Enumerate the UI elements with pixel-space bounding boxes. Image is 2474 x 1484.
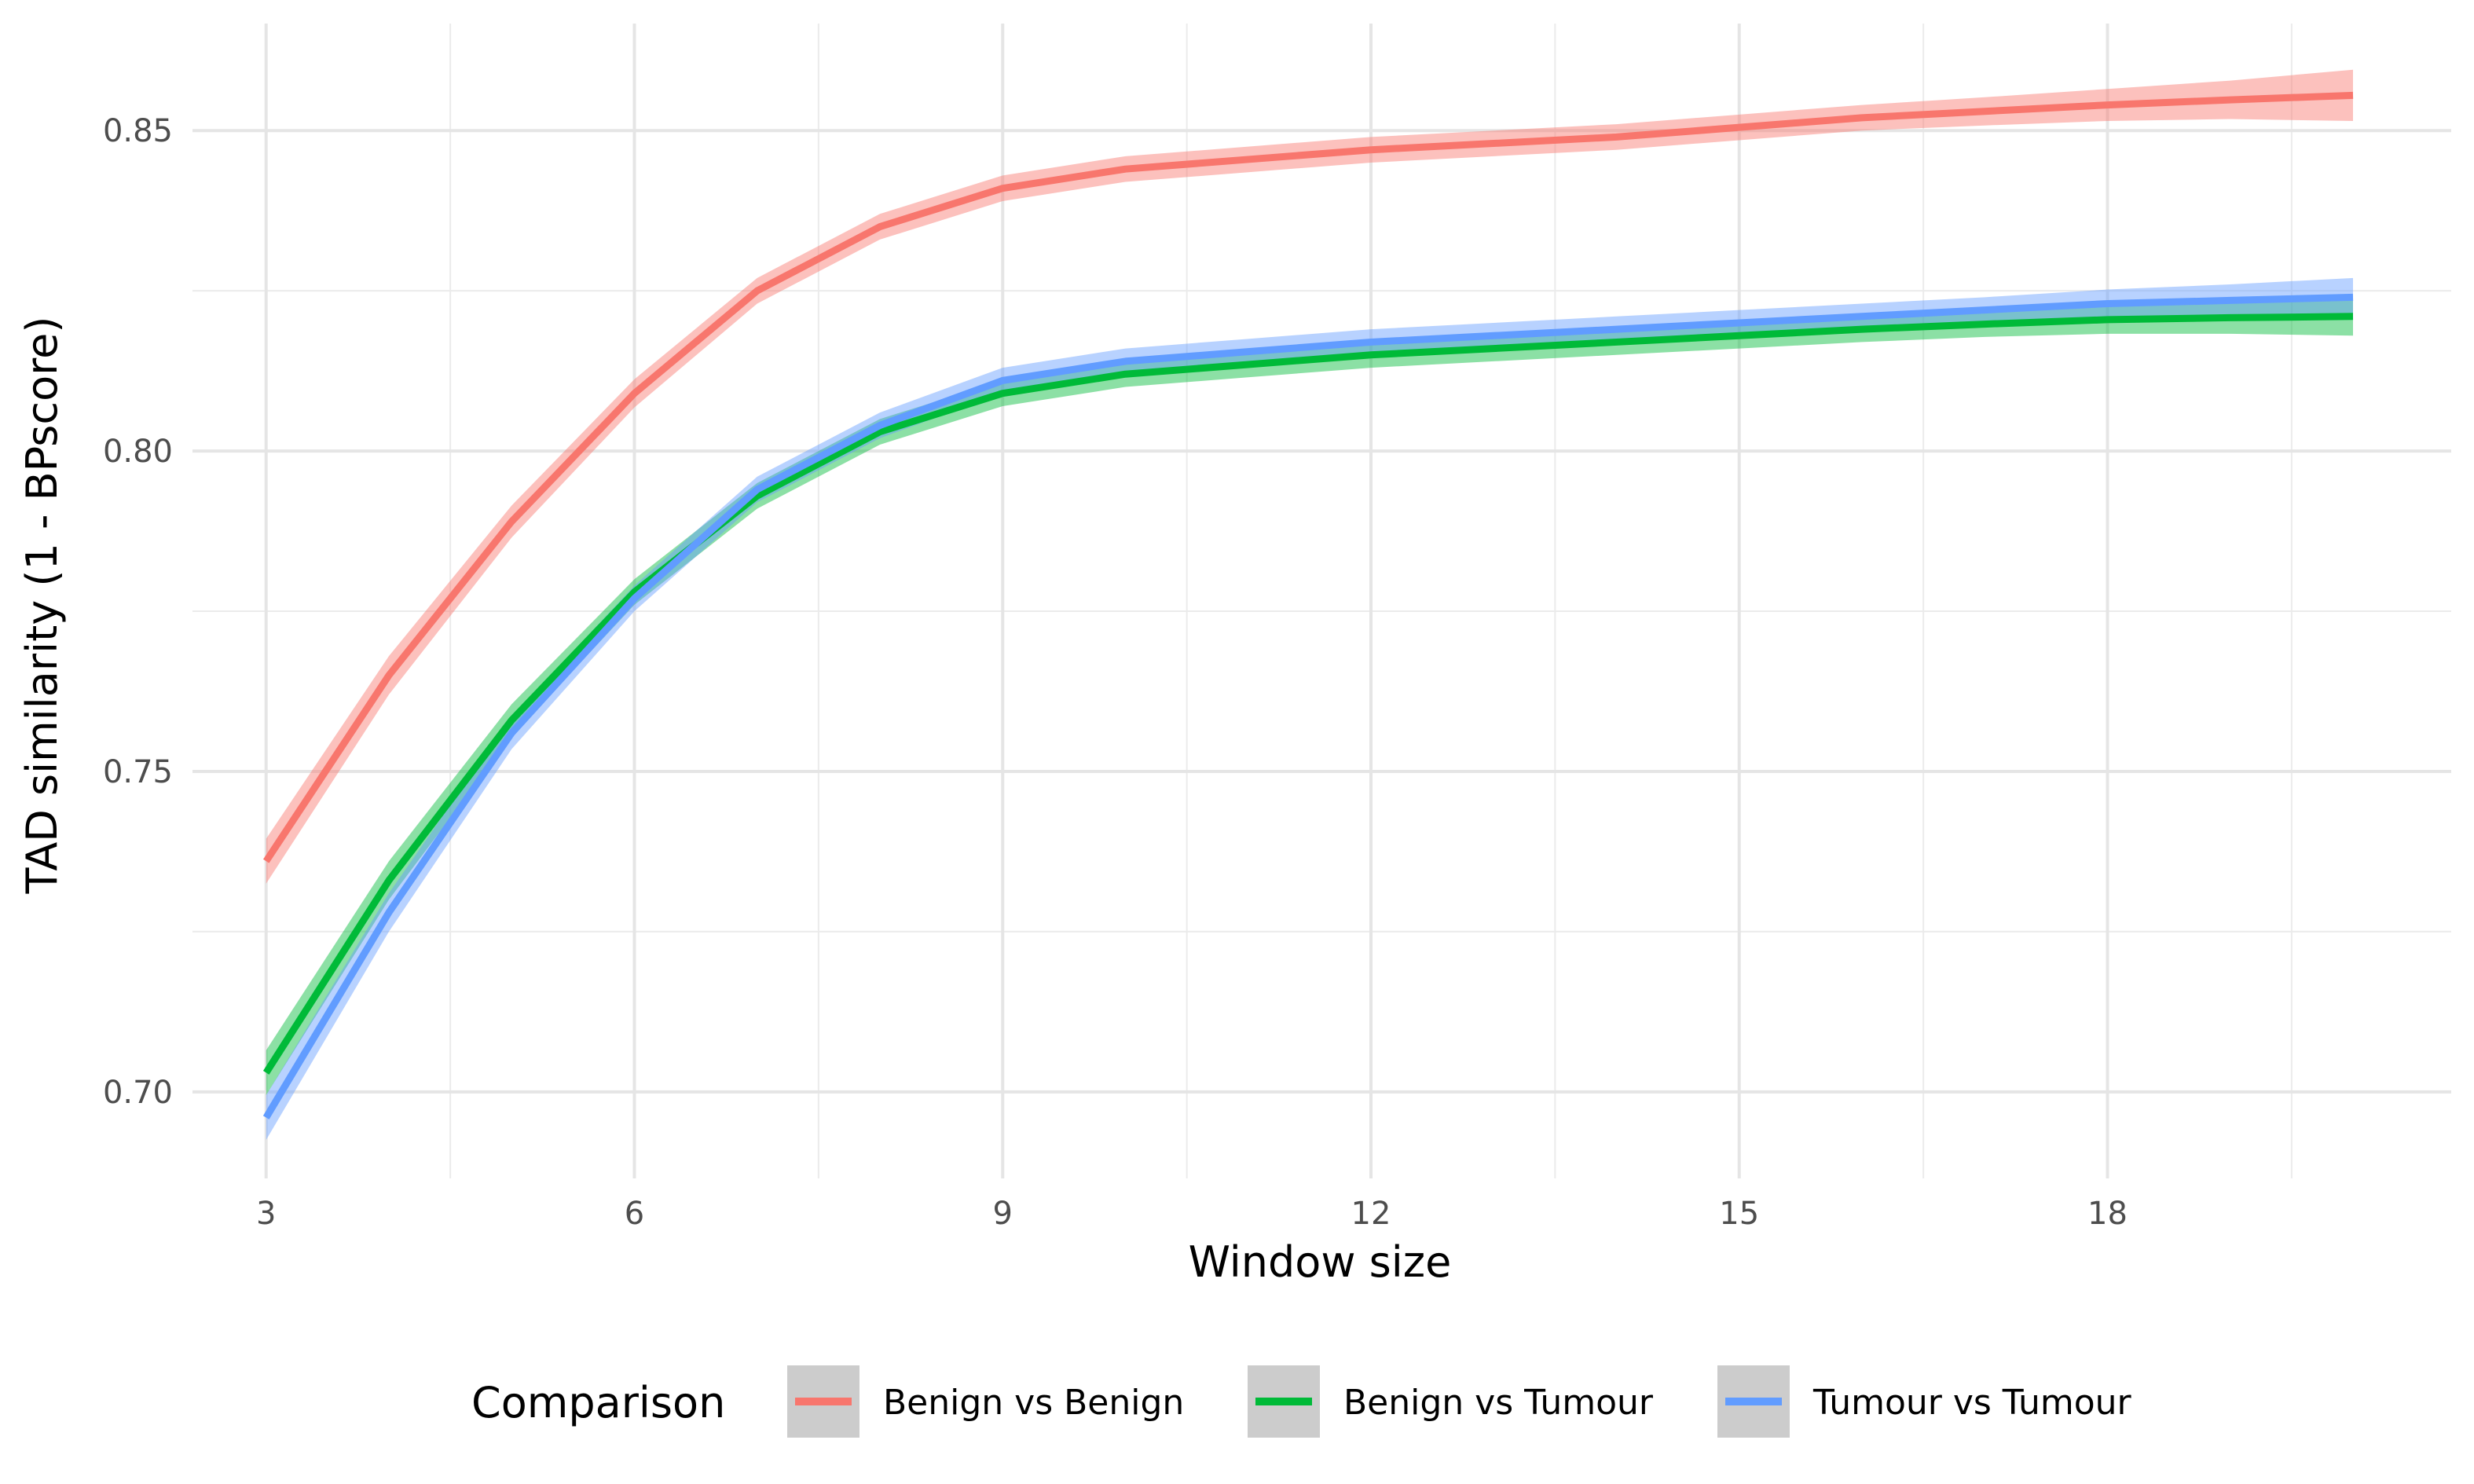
- legend-label: Tumour vs Tumour: [1812, 1383, 2132, 1423]
- legend-item-benign-vs-benign: Benign vs Benign: [787, 1365, 1184, 1438]
- y-axis-title: TAD similarity (1 - BPscore): [17, 317, 67, 895]
- legend-item-benign-vs-tumour: Benign vs Tumour: [1248, 1365, 1654, 1438]
- y-tick-label: 0.85: [103, 113, 173, 149]
- x-tick-label: 18: [2087, 1196, 2128, 1232]
- x-tick-label: 12: [1351, 1196, 1391, 1232]
- y-tick-label: 0.75: [103, 754, 173, 790]
- line-benign-vs-tumour: [262, 313, 2354, 1075]
- series-lines: [262, 91, 2354, 1119]
- x-tick-label: 3: [256, 1196, 276, 1232]
- x-tick-label: 9: [993, 1196, 1013, 1232]
- y-tick-label: 0.70: [103, 1075, 173, 1111]
- legend-title: Comparison: [471, 1378, 725, 1427]
- x-axis-title: Window size: [1189, 1237, 1452, 1287]
- line-tumour-vs-tumour: [262, 293, 2354, 1119]
- y-axis-tick-labels: 0.70 0.75 0.80 0.85: [103, 113, 173, 1111]
- legend-label: Benign vs Benign: [883, 1383, 1184, 1423]
- y-tick-label: 0.80: [103, 434, 173, 470]
- x-axis-tick-labels: 3 6 9 12 15 18: [256, 1196, 2128, 1232]
- minor-gridlines: [192, 24, 2451, 1178]
- legend-item-tumour-vs-tumour: Tumour vs Tumour: [1717, 1365, 2132, 1438]
- line-benign-vs-benign: [262, 91, 2354, 863]
- x-tick-label: 15: [1719, 1196, 1759, 1232]
- legend: Comparison Benign vs Benign Benign vs Tum…: [471, 1365, 2132, 1438]
- legend-items: Benign vs Benign Benign vs Tumour Tumour v…: [787, 1365, 2132, 1438]
- x-tick-label: 6: [625, 1196, 644, 1232]
- legend-label: Benign vs Tumour: [1343, 1383, 1654, 1423]
